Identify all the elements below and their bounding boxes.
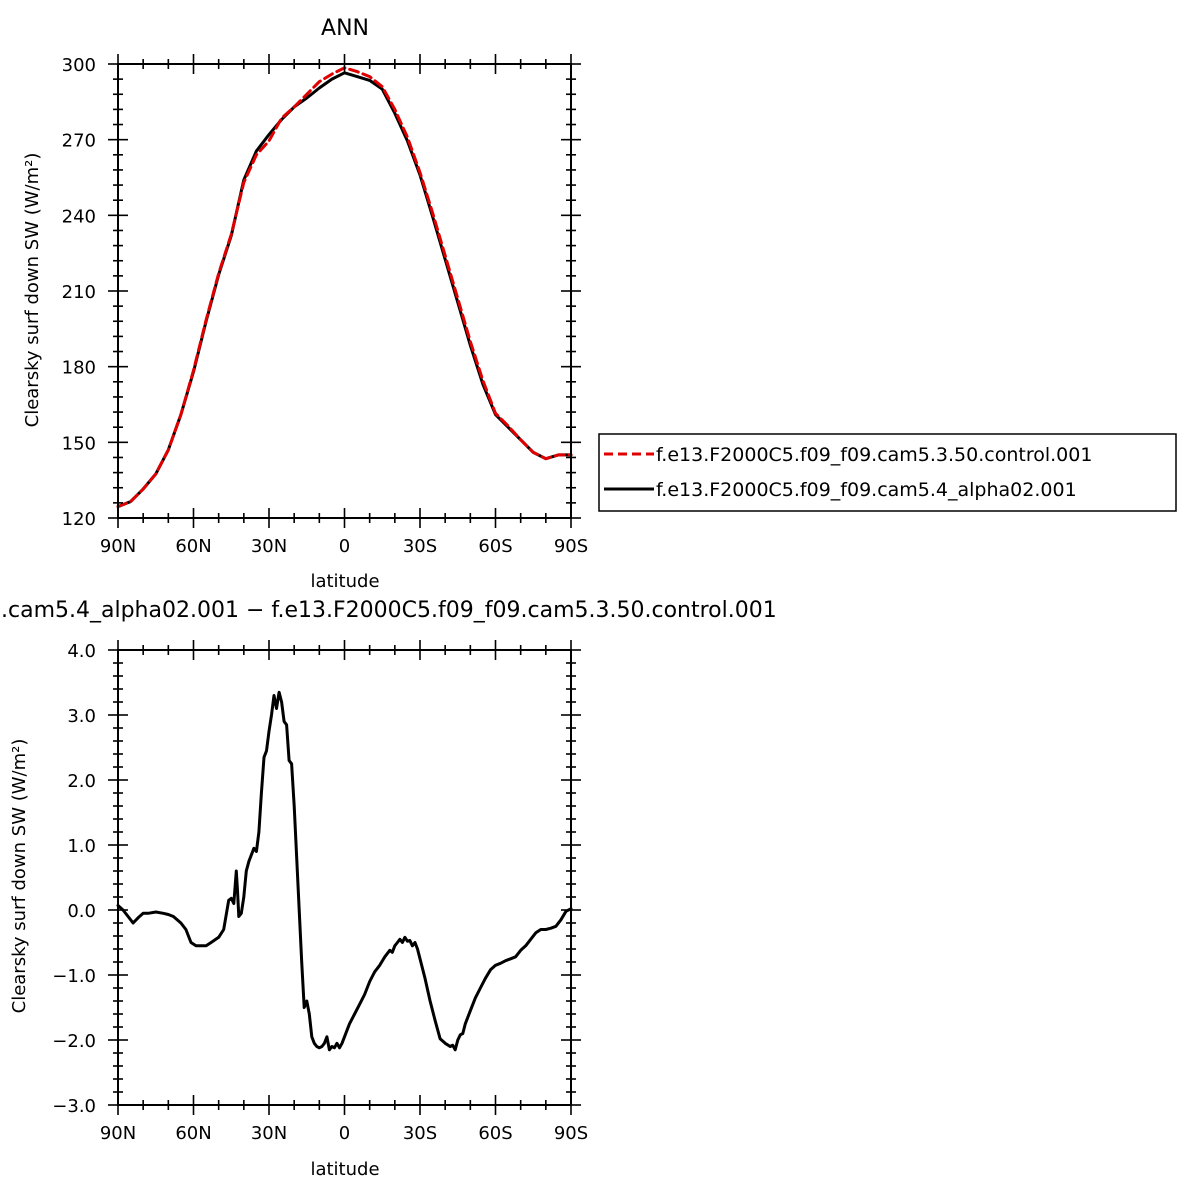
bottom-y-tick-label: −3.0 — [52, 1096, 96, 1117]
legend: f.e13.F2000C5.f09_f09.cam5.3.50.control.… — [598, 433, 1177, 512]
bottom-x-tick-label: 60N — [175, 1123, 211, 1144]
top-panel-title: ANN — [321, 16, 369, 41]
top-y-tick-label: 270 — [62, 131, 96, 152]
bottom-x-tick-label: 30S — [403, 1123, 437, 1144]
top-y-tick-label: 180 — [62, 358, 96, 379]
top-x-tick-label: 30N — [251, 536, 287, 557]
top-x-tick-label: 0 — [339, 536, 350, 557]
bottom-y-tick-label: 0.0 — [67, 901, 96, 922]
top-y-tick-label: 120 — [62, 509, 96, 530]
top-y-tick-label: 150 — [62, 433, 96, 454]
bottom-x-tick-label: 0 — [339, 1123, 350, 1144]
bottom-y-tick-label: −2.0 — [52, 1031, 96, 1052]
bottom-panel-xlabel: latitude — [310, 1159, 379, 1180]
bottom-x-tick-label: 90N — [100, 1123, 136, 1144]
bottom-x-tick-label: 30N — [251, 1123, 287, 1144]
top-x-tick-label: 90N — [100, 536, 136, 557]
top-x-tick-label: 30S — [403, 536, 437, 557]
legend-label-control: f.e13.F2000C5.f09_f09.cam5.3.50.control.… — [656, 444, 1092, 466]
bottom-y-tick-label: 4.0 — [67, 641, 96, 662]
bottom-series-line-0 — [116, 690, 573, 1052]
top-plot-frame — [117, 63, 572, 519]
top-y-tick-label: 210 — [62, 282, 96, 303]
bottom-panel-ylabel: Clearsky surf down SW (W/m²) — [9, 739, 30, 1014]
legend-box — [598, 433, 1177, 512]
bottom-x-tick-label: 60S — [478, 1123, 512, 1144]
top-x-tick-label: 90S — [554, 536, 588, 557]
bottom-x-tick-label: 90S — [554, 1123, 588, 1144]
bottom-y-tick-label: 2.0 — [67, 771, 96, 792]
top-panel-ylabel: Clearsky surf down SW (W/m²) — [22, 153, 43, 428]
top-y-tick-label: 240 — [62, 206, 96, 227]
top-panel: ANN Clearsky surf down SW (W/m²) latitud… — [22, 16, 588, 592]
top-series-line-0 — [116, 66, 573, 509]
top-x-tick-label: 60S — [478, 536, 512, 557]
bottom-panel-title: .cam5.4_alpha02.001 − f.e13.F2000C5.f09_… — [1, 598, 777, 623]
top-panel-xlabel: latitude — [310, 571, 379, 592]
legend-label-alpha02: f.e13.F2000C5.f09_f09.cam5.4_alpha02.001 — [656, 479, 1077, 501]
top-series-line-1 — [116, 71, 573, 509]
top-x-tick-label: 60N — [175, 536, 211, 557]
bottom-panel: .cam5.4_alpha02.001 − f.e13.F2000C5.f09_… — [1, 598, 777, 1180]
bottom-y-tick-label: 3.0 — [67, 706, 96, 727]
bottom-y-tick-label: −1.0 — [52, 966, 96, 987]
top-y-tick-label: 300 — [62, 55, 96, 76]
bottom-y-tick-label: 1.0 — [67, 836, 96, 857]
